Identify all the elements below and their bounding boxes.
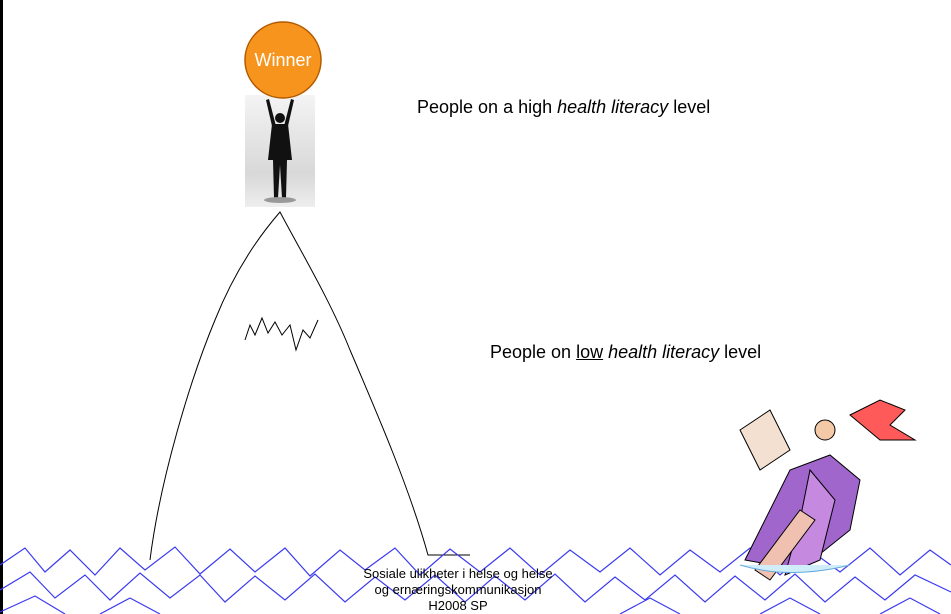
snow-line	[245, 318, 318, 350]
winner-label: Winner	[245, 22, 321, 98]
text: level	[668, 97, 710, 117]
slide: Winner People on a high health literacy …	[0, 0, 951, 614]
text: People on a high	[417, 97, 557, 117]
high-text: People on a high health literacy level	[417, 97, 710, 118]
text: low	[576, 342, 603, 362]
text: People on	[490, 342, 576, 362]
footer-line: og ernæringskommunikasjon	[308, 582, 608, 598]
clipart-person	[740, 400, 915, 580]
footer-line: H2008 SP	[308, 598, 608, 614]
mountain	[150, 212, 470, 560]
illustration	[0, 0, 951, 614]
text: health literacy	[608, 342, 719, 362]
text: level	[719, 342, 761, 362]
text: health literacy	[557, 97, 668, 117]
footer-line: Sosiale ulikheter i helse og helse	[308, 566, 608, 582]
